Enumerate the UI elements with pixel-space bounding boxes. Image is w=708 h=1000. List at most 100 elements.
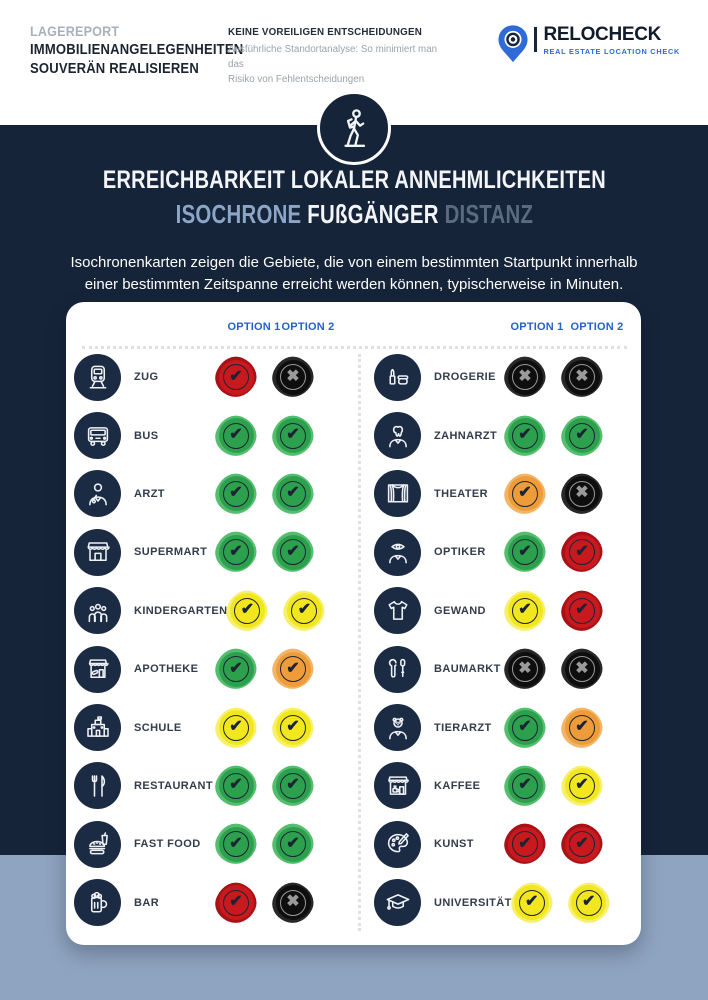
status-marker-option2-yellow-check: ✔ [562,876,616,930]
status-ring: ✔ [512,597,538,624]
status-ring: ✔ [512,831,538,858]
status-marker-option1-black-cross: ✖ [498,350,552,404]
status-marker-option1-green-check: ✔ [498,525,552,579]
status-marker-option2-red-check: ✔ [555,817,609,871]
status-ring: ✔ [512,772,538,799]
hardware-icon [374,645,421,693]
amenity-row: SUPERMART ✔ ✔ [66,523,358,581]
amenity-label: APOTHEKE [134,663,199,676]
title-word-distanz: DISTANZ [444,201,533,229]
status-marker-option2-black-cross: ✖ [266,876,320,930]
status-ring: ✔ [280,480,306,507]
status-marker-option1-black-cross: ✖ [498,642,552,696]
amenity-label: SCHULE [134,721,182,734]
university-icon [374,879,421,927]
status-marker-option2-black-cross: ✖ [555,467,609,521]
status-marker-option2-green-check: ✔ [266,759,320,813]
amenity-row: ARZT ✔ ✔ [66,465,358,523]
dentist-icon [374,412,421,460]
tagline: KEINE VOREILIGEN ENTSCHEIDUNGEN Ausführl… [228,27,453,88]
status-ring: ✖ [512,656,538,683]
report-title-line1: IMMOBILIENANGELEGENHEITEN [30,41,244,58]
doctor-icon [74,470,121,518]
amenity-label: DROGERIE [434,371,496,384]
status-marker-option1-yellow-check: ✔ [209,701,263,754]
check-icon: ✔ [229,426,243,444]
kindergarten-icon [74,587,121,635]
amenity-label: RESTAURANT [134,779,213,792]
status-ring: ✔ [280,656,306,683]
fastfood-icon [74,820,121,868]
amenity-label: ZAHNARZT [434,429,498,442]
status-ring: ✔ [291,597,318,624]
check-icon: ✔ [518,776,532,794]
check-icon: ✔ [286,834,300,852]
status-marker-option1-green-check: ✔ [498,409,552,462]
amenity-label: SUPERMART [134,546,208,559]
amenity-row: BUS ✔ ✔ [66,406,358,464]
status-ring: ✔ [569,772,595,799]
status-marker-option2-yellow-check: ✔ [266,701,320,754]
amenity-label: TIERARZT [434,721,492,734]
status-ring: ✖ [569,364,595,391]
status-ring: ✔ [569,422,595,449]
status-ring: ✔ [569,714,595,741]
status-ring: ✔ [234,597,261,624]
status-ring: ✖ [512,364,538,391]
map-pin-icon [498,25,529,63]
status-ring: ✔ [575,889,602,916]
status-ring: ✔ [512,539,538,566]
page-title-line1: ERREICHBARKEIT LOKALER ANNEHMLICHKEITEN [102,166,606,194]
school-icon [74,704,121,752]
amenity-row: BAR ✔ ✖ [66,874,358,932]
check-icon: ✔ [518,542,532,560]
drugstore-icon [374,353,421,401]
status-marker-option2-orange-check: ✔ [555,701,609,754]
status-marker-option1-red-check: ✔ [209,350,263,404]
check-icon: ✔ [286,776,300,794]
status-marker-option2-red-check: ✔ [555,584,609,638]
check-icon: ✔ [575,542,589,560]
status-marker-option1-green-check: ✔ [209,409,263,462]
status-marker-option2-black-cross: ✖ [266,350,320,404]
pedestrian-badge [317,91,391,165]
amenity-label: UNIVERSITÄT [434,896,512,909]
amenity-row: FAST FOOD ✔ ✔ [66,815,358,873]
brand-name: RELOCHECK [543,24,662,45]
train-icon [74,353,121,401]
amenity-label: OPTIKER [434,546,486,559]
check-icon: ✔ [286,718,300,736]
report-heading: LAGEREPORT IMMOBILIENANGELEGENHEITEN SOU… [30,22,243,80]
amenity-label: KAFFEE [434,779,481,792]
check-icon: ✔ [575,426,589,444]
art-icon [374,820,421,868]
status-ring: ✖ [280,889,306,916]
amenity-label: KUNST [434,838,474,851]
tagline-text: Ausführliche Standortanalyse: So minimie… [228,44,438,86]
check-icon: ✔ [286,542,300,560]
check-icon: ✔ [518,426,532,444]
status-marker-option1-red-check: ✔ [209,876,263,930]
amenity-column-left: ZUG ✔ ✖ BUS ✔ ✔ ARZT ✔ ✔ SUPERMART ✔ ✔ KINDERGARTEN ✔… [66,348,358,932]
optician-icon [374,528,421,576]
status-ring: ✔ [223,831,249,858]
cross-icon: ✖ [575,484,589,502]
status-marker-option2-black-cross: ✖ [555,642,609,696]
status-ring: ✔ [512,480,538,507]
status-ring: ✔ [280,714,306,741]
tagline-title: KEINE VOREILIGEN ENTSCHEIDUNGEN [228,27,422,38]
report-title-line2: SOUVERÄN REALISIEREN [30,61,199,78]
status-ring: ✔ [223,480,249,507]
status-marker-option1-yellow-check: ✔ [505,876,559,930]
status-ring: ✔ [280,772,306,799]
check-icon: ✔ [286,484,300,502]
status-marker-option2-yellow-check: ✔ [278,584,331,638]
amenity-label: ZUG [134,371,159,384]
status-marker-option2-orange-check: ✔ [266,642,320,696]
amenity-row: BAUMARKT ✖ ✖ [358,640,641,698]
amenity-label: THEATER [434,487,488,500]
check-icon: ✔ [525,893,539,911]
report-label: LAGEREPORT [30,23,120,39]
clothing-icon [374,587,421,635]
amenity-column-right: DROGERIE ✖ ✖ ZAHNARZT ✔ ✔ THEATER ✔ ✖ OPTIKER ✔ ✔ GE… [358,348,641,932]
